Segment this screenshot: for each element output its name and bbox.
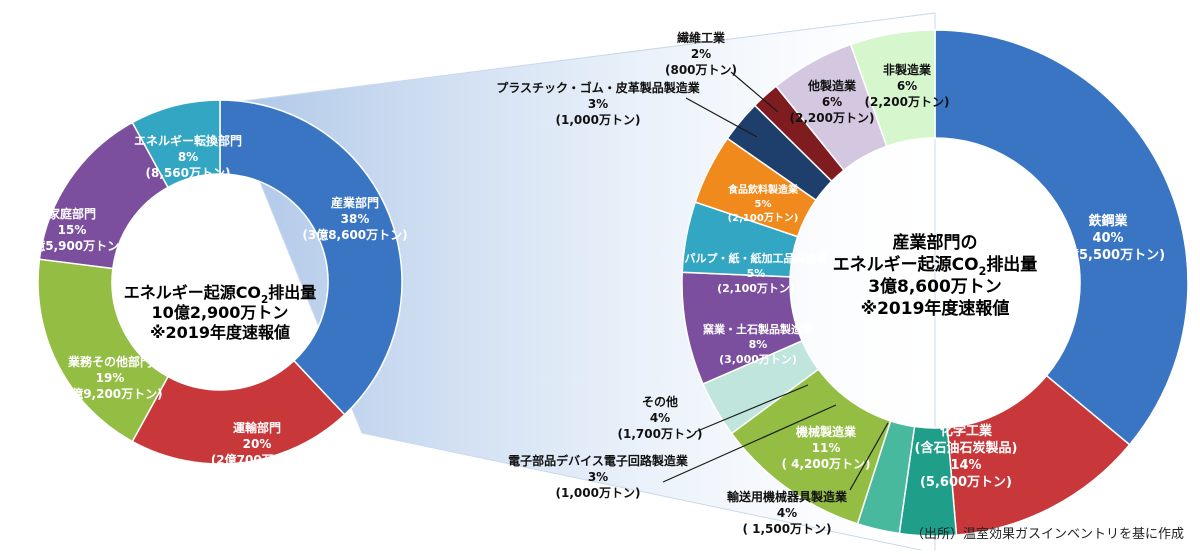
industry-slice-12: [849, 29, 936, 148]
center-line-0: エネルギー起源CO2排出量: [124, 283, 317, 306]
center-line-0: 産業部門の: [893, 232, 978, 253]
sector-slice-1: [131, 359, 346, 465]
sector-label-0: 産業部門 38% (3億8,600万トン): [302, 195, 407, 242]
source-note: （出所）温室効果ガスインベントリを基に作成: [910, 527, 1184, 542]
sector-label-2: 業務その他部門 19% (1億9,200万トン): [57, 354, 162, 401]
leader-line-9: [685, 97, 758, 138]
industry-label-3: 電子部品デバイス電子回路製造業 3% (1,000万トン): [508, 453, 689, 500]
industry-slice-0: [934, 29, 1189, 446]
center-line-1: エネルギー起源CO2排出量: [833, 254, 1038, 278]
industry-label-12: 非製造業 6% (2,200万トン): [865, 62, 950, 109]
sector-slice-4: [131, 99, 221, 189]
industry-label-10: 繊維工業 2% (800万トン): [665, 30, 737, 77]
industry-label-6: 窯業・土石製品製造業 8% (3,000万トン): [703, 322, 814, 366]
center-line-2: 3億8,600万トン: [868, 276, 1002, 297]
industry-label-2: 輸送用機械器具製造業 4%( 1,500万トン): [727, 489, 848, 536]
sector-slice-0: [219, 99, 403, 416]
leader-line-5: [694, 384, 809, 433]
industry-label-4: 機械製造業 11%( 4,200万トン): [781, 424, 870, 471]
center-line-2: ※2019年度速報値: [150, 323, 290, 342]
leader-line-10: [730, 71, 779, 113]
sector-label-3: 家庭部門 15% (1億5,900万トン): [19, 206, 124, 253]
leader-line-3: [662, 404, 837, 483]
industry-label-11: 他製造業 6% (2,200万トン): [790, 78, 875, 125]
industry-label-0: 鉄鋼業 40% (1億5,500万トン): [1051, 213, 1165, 263]
industry-label-8: 食品飲料製造業 5% (2,100万トン): [727, 183, 799, 224]
sector-label-1: 運輸部門 20% (2億700万トン): [211, 420, 303, 467]
industry-label-5: その他 4% (1,700万トン): [618, 394, 703, 441]
center-line-1: 10億2,900万トン: [152, 303, 289, 322]
center-line-3: ※2019年度速報値: [861, 298, 1010, 319]
sector-label-4: エネルギー転換部門 8% (8,560万トン): [134, 133, 242, 180]
leader-line-2: [849, 422, 889, 491]
industry-label-7: パルプ・紙・紙加工品製造業 5% (2,100万トン): [685, 251, 829, 295]
industry-label-1: 化学工業(含石油石炭製品) 14% (5,600万トン): [915, 423, 1018, 490]
industry-label-9: プラスチック・ゴム・皮革製品製造業 3% (1,000万トン): [496, 80, 701, 127]
sector-slice-2: [37, 258, 169, 443]
